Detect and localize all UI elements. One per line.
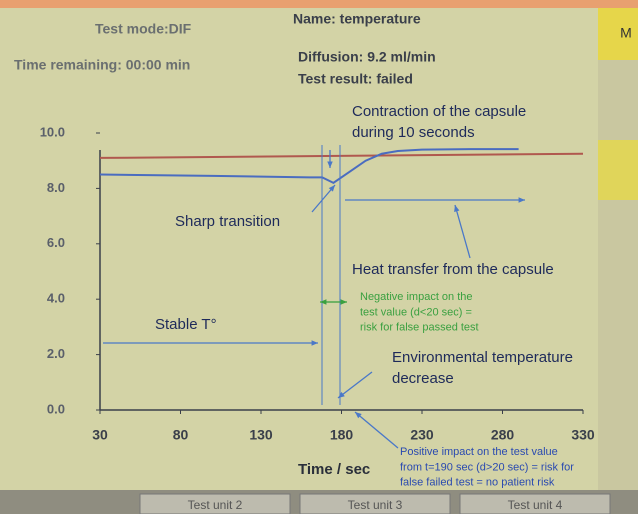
annotation: Positive impact on the test value bbox=[400, 446, 558, 458]
y-tick-label: 0.0 bbox=[47, 401, 65, 416]
x-tick-label: 280 bbox=[491, 427, 515, 443]
y-tick-label: 8.0 bbox=[47, 180, 65, 195]
annotation: Heat transfer from the capsule bbox=[352, 261, 554, 278]
tab-label: Test unit 2 bbox=[188, 498, 243, 512]
test-mode: Test mode:DIF bbox=[95, 21, 192, 37]
annotation: false failed test = no patient risk bbox=[400, 477, 555, 489]
x-tick-label: 330 bbox=[571, 427, 595, 443]
y-tick-label: 6.0 bbox=[47, 235, 65, 250]
tab-label: Test unit 3 bbox=[348, 498, 403, 512]
x-tick-label: 80 bbox=[173, 427, 189, 443]
name: Name: temperature bbox=[293, 11, 421, 27]
x-tick-label: 30 bbox=[92, 427, 108, 443]
y-tick-label: 4.0 bbox=[47, 291, 65, 306]
annotation: decrease bbox=[392, 370, 454, 387]
test-result: Test result: failed bbox=[298, 71, 413, 87]
y-tick-label: 10.0 bbox=[40, 124, 65, 139]
diffusion: Diffusion: 9.2 ml/min bbox=[298, 49, 436, 65]
annotation: during 10 seconds bbox=[352, 124, 475, 141]
annotation: Sharp transition bbox=[175, 213, 280, 230]
x-tick-label: 180 bbox=[330, 427, 354, 443]
screen: M Test mode:DIF Time remaining: 00:00 mi… bbox=[0, 0, 638, 514]
time-remaining: Time remaining: 00:00 min bbox=[14, 57, 190, 73]
annotation: Contraction of the capsule bbox=[352, 103, 526, 120]
annotation: test value (d<20 sec) = bbox=[360, 306, 472, 318]
annotation: Environmental temperature bbox=[392, 349, 573, 366]
page: { "header": { "test_mode": "Test mode:DI… bbox=[0, 0, 638, 514]
tab-label: Test unit 4 bbox=[508, 498, 563, 512]
side-panel-yellow bbox=[598, 140, 638, 200]
side-panel bbox=[598, 200, 638, 490]
x-tick-label: 130 bbox=[249, 427, 273, 443]
annotation: Stable T° bbox=[155, 316, 217, 333]
side-button-label: M bbox=[620, 25, 632, 41]
y-tick-label: 2.0 bbox=[47, 346, 65, 361]
top-strip bbox=[0, 0, 638, 8]
x-tick-label: 230 bbox=[410, 427, 434, 443]
side-panel bbox=[598, 60, 638, 140]
side-button[interactable] bbox=[598, 8, 638, 60]
annotation: risk for false passed test bbox=[360, 322, 479, 334]
annotation: from t=190 sec (d>20 sec) = risk for bbox=[400, 461, 574, 473]
annotation: Negative impact on the bbox=[360, 291, 473, 303]
x-axis-label: Time / sec bbox=[298, 461, 370, 478]
